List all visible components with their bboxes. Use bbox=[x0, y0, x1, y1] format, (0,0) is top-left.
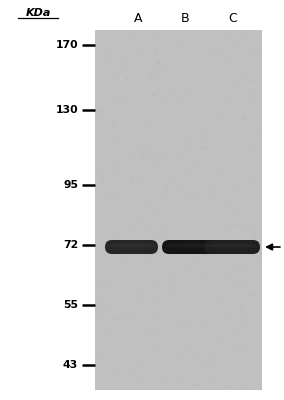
Ellipse shape bbox=[208, 244, 256, 247]
FancyBboxPatch shape bbox=[162, 240, 218, 254]
Text: KDa: KDa bbox=[25, 8, 51, 18]
Ellipse shape bbox=[165, 244, 215, 248]
Bar bbox=[95, 30, 262, 390]
Ellipse shape bbox=[207, 244, 257, 248]
Text: A: A bbox=[134, 12, 142, 24]
Text: 72: 72 bbox=[63, 240, 78, 250]
Ellipse shape bbox=[105, 242, 158, 249]
Ellipse shape bbox=[108, 244, 155, 248]
FancyBboxPatch shape bbox=[105, 240, 158, 254]
Ellipse shape bbox=[164, 243, 216, 248]
Text: 130: 130 bbox=[55, 105, 78, 115]
Text: C: C bbox=[229, 12, 237, 24]
Ellipse shape bbox=[162, 242, 218, 249]
Ellipse shape bbox=[163, 243, 217, 248]
Text: 95: 95 bbox=[63, 180, 78, 190]
Text: 43: 43 bbox=[63, 360, 78, 370]
Ellipse shape bbox=[204, 242, 260, 249]
Ellipse shape bbox=[109, 244, 154, 247]
Text: B: B bbox=[181, 12, 189, 24]
FancyBboxPatch shape bbox=[204, 240, 260, 254]
Ellipse shape bbox=[107, 243, 156, 248]
Text: 55: 55 bbox=[63, 300, 78, 310]
Ellipse shape bbox=[106, 243, 157, 248]
Text: 170: 170 bbox=[55, 40, 78, 50]
Ellipse shape bbox=[205, 243, 259, 248]
Ellipse shape bbox=[166, 244, 214, 247]
Ellipse shape bbox=[206, 243, 258, 248]
